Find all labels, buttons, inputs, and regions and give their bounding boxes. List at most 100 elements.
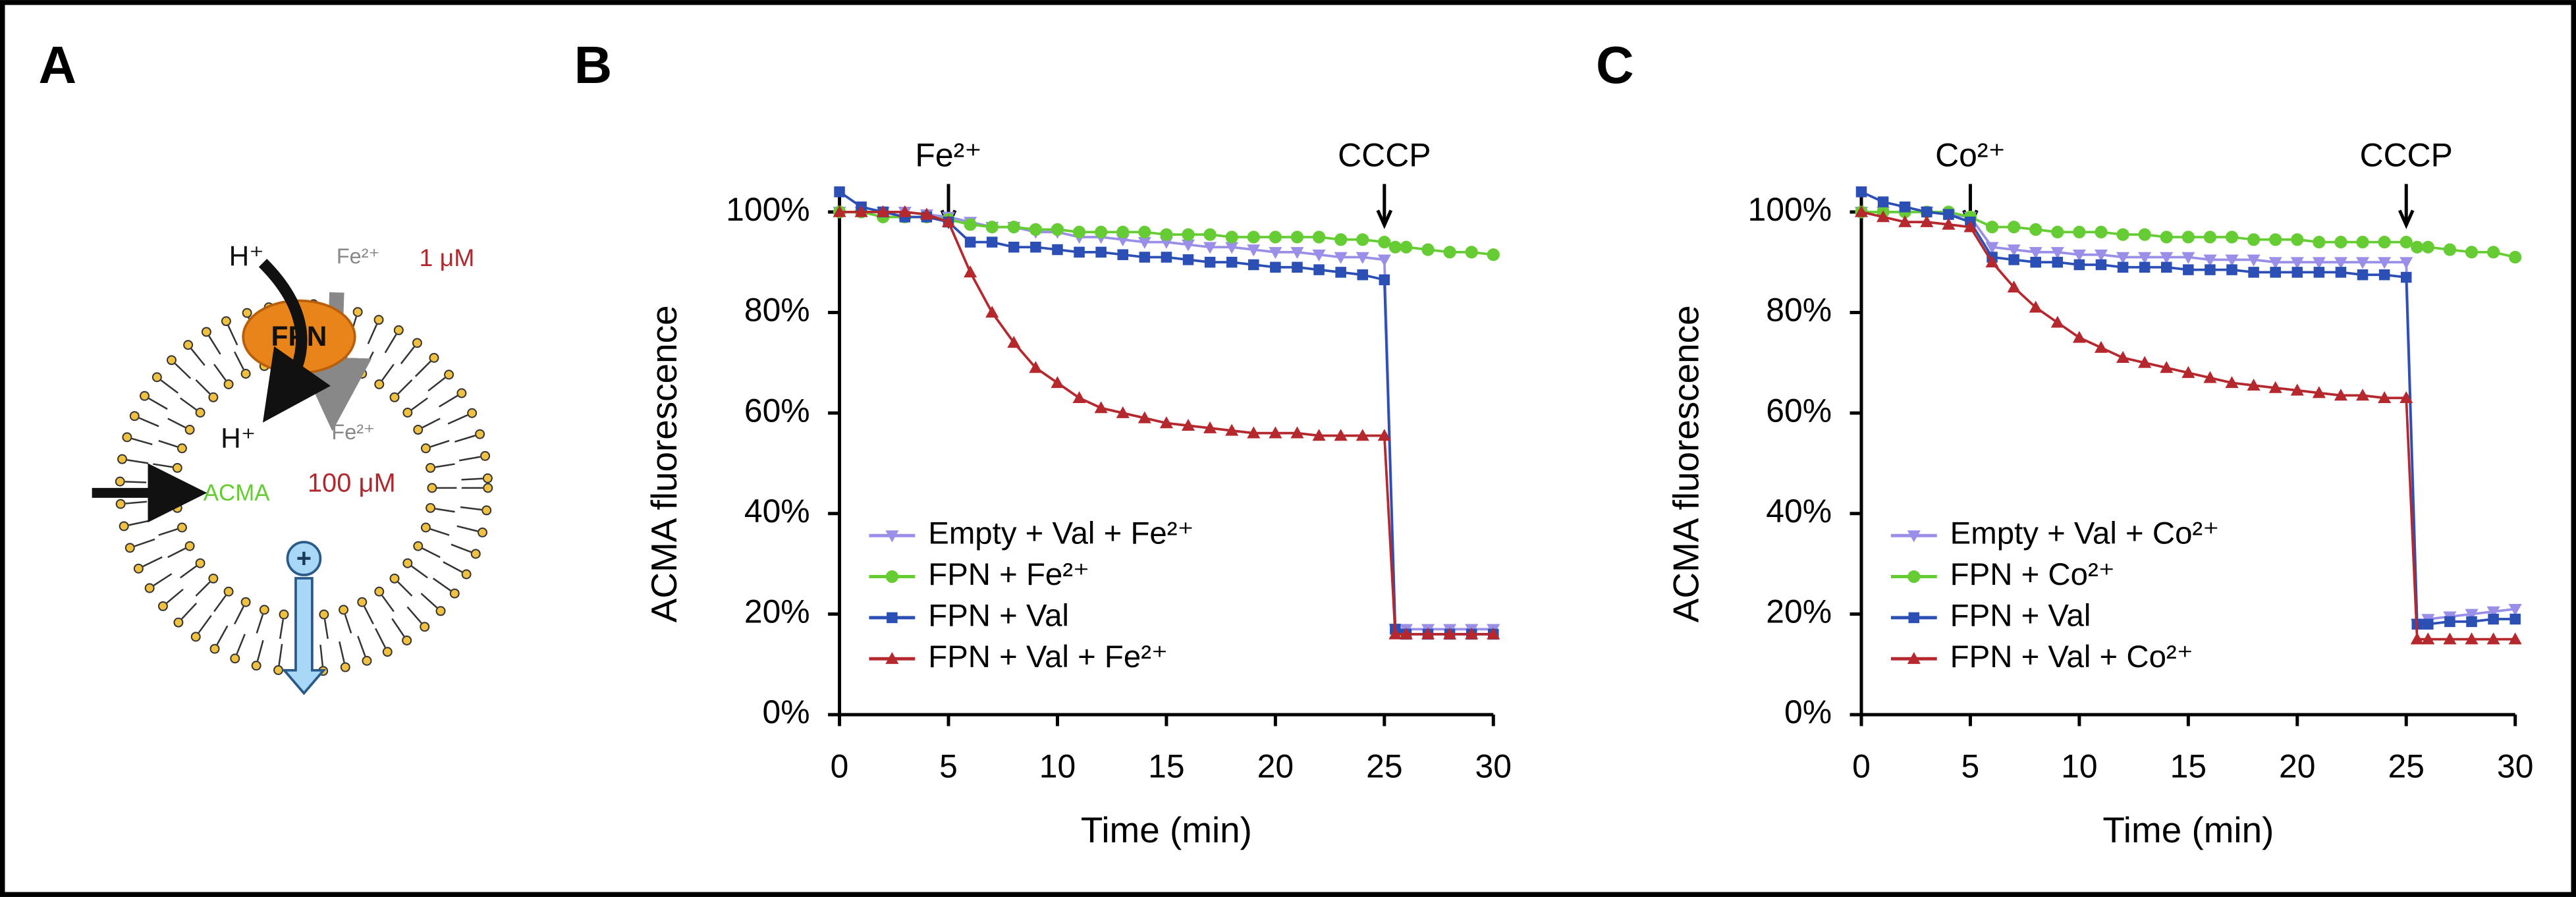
lipid-tail — [198, 614, 212, 634]
point — [1248, 259, 1259, 271]
point — [1007, 336, 1021, 348]
point — [2008, 254, 2019, 265]
lipid-head — [357, 597, 368, 607]
point — [1138, 225, 1151, 238]
point — [1877, 210, 1890, 223]
lipid-head — [184, 541, 195, 551]
lipid-tail — [153, 573, 173, 586]
point — [2117, 261, 2129, 273]
point — [1899, 201, 1911, 213]
lipid-tail — [430, 528, 450, 536]
conc-in: 100 μM — [308, 468, 396, 497]
lipid-tail — [381, 595, 395, 612]
lipid-head — [352, 307, 363, 317]
lipid-head — [251, 661, 261, 671]
point — [1985, 255, 1999, 267]
lipid-tail — [384, 334, 397, 354]
point — [885, 530, 899, 543]
lipid-head — [340, 662, 350, 672]
point — [2465, 632, 2479, 645]
panel-label: A — [38, 36, 76, 94]
point — [1181, 418, 1195, 431]
point — [2008, 221, 2021, 234]
x-tick-label: 0 — [1852, 748, 1871, 785]
point — [1421, 243, 1435, 256]
lipid-tail — [381, 364, 395, 381]
point — [964, 236, 976, 248]
point — [2334, 389, 2348, 401]
lipid-head — [230, 653, 240, 664]
lipid-head — [467, 408, 478, 418]
lipid-tail — [427, 377, 446, 392]
point — [2487, 246, 2500, 259]
lipid-head — [209, 643, 220, 654]
point — [2052, 256, 2064, 268]
point — [1877, 196, 1889, 207]
point — [2399, 257, 2413, 269]
lipid-tail — [234, 606, 244, 625]
lipid-tail — [138, 417, 159, 427]
point — [2094, 340, 2108, 353]
annotation-arrow — [2398, 184, 2415, 229]
series-line — [839, 210, 1494, 636]
y-tick-label: 80% — [1766, 292, 1832, 329]
point — [1225, 423, 1239, 436]
point — [2247, 378, 2261, 391]
point — [1247, 244, 1261, 257]
y-tick-label: 100% — [1748, 191, 1832, 228]
point — [941, 215, 956, 227]
charge-arrow — [281, 577, 327, 695]
lipid-head — [357, 369, 368, 379]
lipid-tail — [391, 618, 405, 637]
point — [1051, 223, 1064, 236]
point — [2290, 383, 2304, 396]
point — [1312, 231, 1326, 244]
point — [1292, 261, 1303, 273]
lipid-head — [177, 522, 187, 533]
chart: B 0% 20% 40% 60% 80% 100% 0 5 10 15 20 25 30 Time (min… — [574, 36, 1512, 850]
lipid-head — [420, 522, 431, 533]
point — [1160, 228, 1173, 241]
point — [876, 205, 890, 217]
point — [1247, 426, 1261, 439]
x-tick-label: 0 — [831, 748, 849, 785]
point — [2443, 243, 2457, 256]
point — [2247, 233, 2261, 246]
point — [2488, 613, 2499, 625]
lipid-head — [374, 586, 385, 597]
legend-label: FPN + Val + Fe²⁺ — [928, 639, 1168, 674]
point — [1204, 256, 1216, 268]
point — [2268, 381, 2282, 393]
point — [2138, 356, 2152, 368]
point — [1269, 426, 1282, 439]
x-axis-label: Time (min) — [2102, 809, 2274, 850]
point — [2073, 225, 2086, 238]
x-tick-label: 5 — [939, 748, 958, 785]
lipid-head — [402, 408, 413, 418]
point — [1052, 244, 1063, 256]
lipid-tail — [447, 414, 468, 425]
point — [2051, 225, 2064, 238]
point — [1399, 627, 1413, 639]
point — [854, 205, 868, 217]
point — [2203, 254, 2217, 267]
point — [2203, 371, 2217, 383]
point — [964, 265, 977, 278]
lipid-head — [115, 499, 126, 509]
fe-in: Fe²⁺ — [331, 420, 375, 444]
x-tick-label: 25 — [2388, 748, 2425, 785]
series-line — [1861, 211, 2515, 641]
point — [1072, 391, 1086, 404]
point — [2183, 264, 2194, 275]
lipid-head — [413, 425, 424, 435]
lipid-head — [173, 617, 184, 628]
lipid-tail — [142, 556, 163, 568]
legend-label: FPN + Co²⁺ — [1950, 557, 2115, 592]
lipid-tail — [422, 547, 441, 558]
lipid-head — [427, 483, 437, 493]
point — [1356, 429, 1369, 441]
lipid-tail — [414, 360, 431, 377]
lipid-tail — [166, 588, 184, 604]
point — [1487, 627, 1500, 639]
